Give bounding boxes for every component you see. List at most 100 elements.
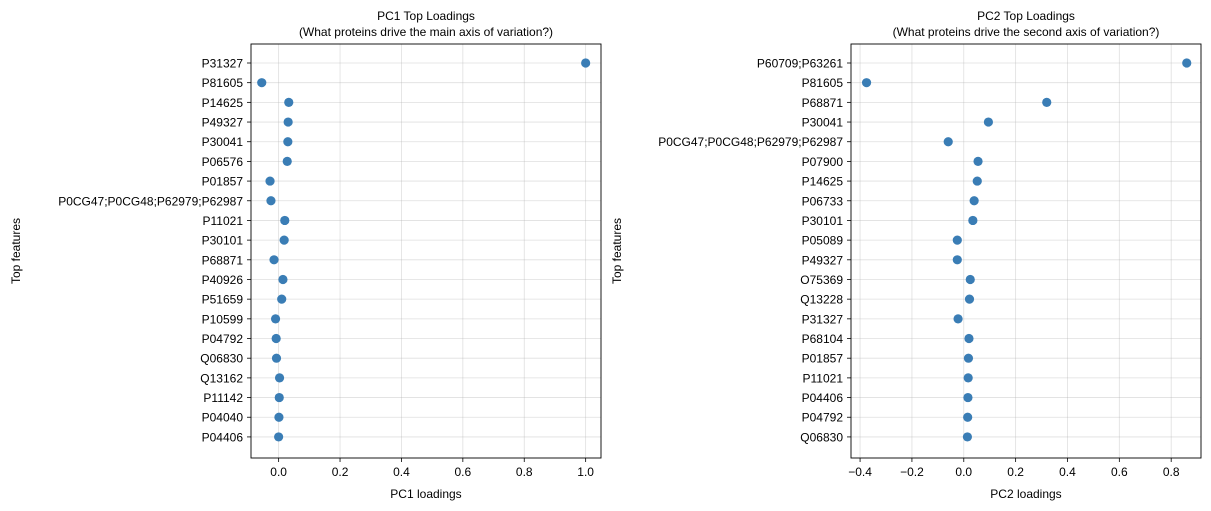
pc2-loading-point — [952, 255, 962, 265]
pc2-feature-label: O75369 — [800, 273, 843, 287]
pc2-x-tick-label: 0.4 — [1059, 465, 1076, 479]
pc2-loading-point — [953, 314, 963, 324]
pc2-loading-point — [963, 392, 973, 403]
pc2-y-axis-label: Top features — [610, 218, 624, 284]
pc1-loading-point — [274, 373, 285, 383]
pc1-x-axis-label: PC1 loadings — [390, 487, 461, 501]
pc1-x-tick-label: 0.8 — [516, 465, 533, 479]
pc2-feature-label: P05089 — [802, 234, 844, 248]
pc1-feature-label: P30101 — [202, 234, 244, 248]
pc1-feature-label: P10599 — [202, 312, 244, 326]
pc1-loading-point — [257, 78, 267, 88]
pc1-loading-point — [274, 392, 284, 403]
pc2-loading-point — [972, 176, 982, 186]
pc1-loading-point — [270, 314, 281, 324]
pc1-loading-point — [274, 412, 284, 422]
pc1-axes-frame — [250, 43, 602, 459]
pc1-chart-subtitle: (What proteins drive the main axis of va… — [299, 25, 553, 39]
pc1-feature-label: P04040 — [202, 411, 244, 425]
pc2-loading-point — [861, 78, 872, 88]
pc2-loading-point — [965, 274, 975, 285]
pc1-loading-point — [279, 235, 289, 245]
pc2-chart-subtitle: (What proteins drive the second axis of … — [893, 25, 1160, 39]
pc1-loading-point — [266, 196, 276, 206]
pc2-loading-point — [969, 196, 979, 206]
pc2-loading-point — [983, 117, 994, 127]
pc1-loading-point — [283, 137, 293, 147]
pc2-loading-point — [952, 235, 962, 245]
pc2-loading-point — [943, 137, 953, 147]
pc1-loading-point — [282, 156, 292, 166]
pc2-loading-point — [963, 373, 973, 383]
pc1-feature-label: P40926 — [202, 273, 244, 287]
pc1-loading-point — [271, 353, 282, 363]
pc2-x-tick-label: 0.2 — [1007, 465, 1024, 479]
pc1-feature-label: P0CG47;P0CG48;P62979;P62987 — [58, 194, 243, 208]
pc1-loading-point — [274, 432, 284, 442]
pc2-axes-frame — [850, 43, 1202, 459]
pc2-x-axis-label: PC2 loadings — [990, 487, 1061, 501]
pc2-feature-label: Q13228 — [800, 293, 843, 307]
pc1-feature-label: P11021 — [203, 214, 244, 228]
pc2-x-tick-label: −0.2 — [900, 465, 924, 479]
pc1-feature-label: P01857 — [202, 175, 244, 189]
pc1-loading-point — [265, 176, 275, 186]
pc1-x-tick-label: 0.6 — [454, 465, 471, 479]
pc1-feature-label: P81605 — [202, 76, 244, 90]
pc1-feature-label: Q13162 — [200, 371, 243, 385]
pc2-feature-label: P60709;P63261 — [757, 57, 843, 71]
pc1-loading-point — [280, 215, 290, 226]
pc1-loading-point — [581, 58, 591, 68]
pc1-loading-point — [278, 274, 288, 285]
pc1-y-axis-label: Top features — [9, 218, 23, 284]
pc2-feature-label: P01857 — [802, 352, 844, 366]
pc1-x-tick-label: 1.0 — [577, 465, 594, 479]
pc1-feature-label: P04792 — [202, 332, 244, 346]
pc1-feature-label: P31327 — [202, 57, 244, 71]
pc2-feature-label: P06733 — [802, 194, 844, 208]
pc1-feature-label: P14625 — [202, 96, 244, 110]
pc2-feature-label: P04792 — [802, 411, 844, 425]
pc1-loading-point — [271, 333, 281, 344]
pc2-feature-label: P68871 — [802, 96, 844, 110]
pc1-feature-label: P04406 — [202, 430, 244, 444]
pc2-loading-point — [962, 432, 973, 442]
pc2-loading-point — [964, 333, 974, 344]
pc1-loading-point — [284, 97, 294, 107]
pc1-feature-label: Q06830 — [200, 352, 243, 366]
pc1-feature-label: P11142 — [203, 391, 243, 405]
pc2-loading-point — [968, 215, 978, 226]
pc2-feature-label: P0CG47;P0CG48;P62979;P62987 — [658, 135, 843, 149]
pc2-feature-label: P30101 — [802, 214, 844, 228]
pc2-feature-label: P49327 — [802, 253, 844, 267]
pc2-loading-point — [964, 294, 975, 304]
pc1-feature-label: P49327 — [202, 116, 244, 130]
pc1-x-tick-label: 0.0 — [270, 465, 287, 479]
pc2-feature-label: P81605 — [802, 76, 844, 90]
pc1-feature-label: P06576 — [202, 155, 244, 169]
pc2-x-tick-label: 0.0 — [955, 465, 972, 479]
pc2-feature-label: P04406 — [802, 391, 844, 405]
pc2-feature-label: P07900 — [802, 155, 844, 169]
pc1-loading-point — [283, 117, 293, 127]
pc2-chart-title: PC2 Top Loadings — [977, 9, 1075, 23]
pc2-feature-label: P30041 — [802, 116, 844, 130]
pc1-loading-point — [269, 255, 279, 265]
pc1-loadings-panel: 0.0 0.2 0.4 0.6 0.8 1.0 P31327 P81605 P14625 P493… — [9, 9, 602, 501]
pc2-feature-label: Q06830 — [800, 430, 843, 444]
pc1-feature-label: P51659 — [202, 293, 244, 307]
pc2-loading-point — [963, 412, 973, 422]
pc1-chart-title: PC1 Top Loadings — [377, 9, 475, 23]
pc2-loading-point — [973, 156, 983, 166]
pc2-x-tick-label: 0.6 — [1111, 465, 1128, 479]
pc2-feature-label: P11021 — [803, 371, 844, 385]
pc2-x-tick-label: 0.8 — [1163, 465, 1180, 479]
pc2-loadings-panel: −0.4 −0.2 0.0 0.2 0.4 0.6 0.8 P60709;P63261 P816… — [610, 9, 1202, 501]
pc1-feature-label: P68871 — [202, 253, 244, 267]
pc2-feature-label: P14625 — [802, 175, 844, 189]
pc2-loading-point — [1182, 58, 1192, 68]
pc1-loading-point — [277, 294, 287, 304]
pc2-loading-point — [963, 353, 974, 363]
pc1-x-tick-label: 0.4 — [393, 465, 410, 479]
